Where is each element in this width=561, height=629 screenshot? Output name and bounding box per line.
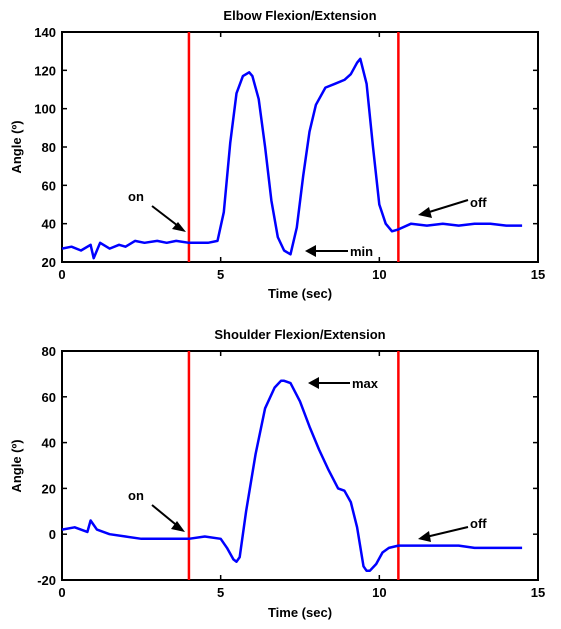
event-markers — [187, 351, 400, 580]
y-axis-ticks: 20 40 60 80 100 120 140 — [34, 25, 538, 270]
off-arrow-shaft — [425, 526, 469, 538]
y-axis-label: Angle (º) — [9, 439, 24, 492]
y-axis-ticks: -20 0 20 40 60 80 — [37, 344, 538, 588]
y-tick-label: 60 — [42, 390, 56, 405]
elbow-angle-line — [61, 57, 523, 260]
y-tick-label: 20 — [42, 255, 56, 270]
x-axis-ticks: 0 5 10 15 — [58, 32, 545, 282]
event-markers — [187, 32, 400, 262]
on-arrowhead — [171, 521, 185, 532]
plot-frame — [61, 350, 539, 581]
y-tick-label: 120 — [34, 63, 56, 78]
off-arrowhead — [418, 207, 432, 218]
y-tick-label: 80 — [42, 344, 56, 359]
chart-title: Elbow Flexion/Extension — [223, 8, 376, 23]
x-tick-label: 0 — [58, 585, 65, 600]
y-tick-label: 140 — [34, 25, 56, 40]
y-axis-label: Angle (º) — [9, 120, 24, 173]
x-tick-label: 5 — [217, 585, 224, 600]
x-tick-label: 0 — [58, 267, 65, 282]
x-tick-label: 10 — [372, 585, 386, 600]
x-tick-label: 15 — [531, 267, 545, 282]
max-annotation: max — [352, 376, 379, 391]
min-annotation: min — [350, 244, 373, 259]
y-tick-label: 0 — [49, 527, 56, 542]
shoulder-angle-line — [61, 379, 523, 573]
y-tick-label: 40 — [42, 217, 56, 232]
y-tick-label: 100 — [34, 102, 56, 117]
chart-title: Shoulder Flexion/Extension — [214, 327, 385, 342]
off-arrow-shaft — [425, 199, 469, 214]
y-tick-label: 60 — [42, 178, 56, 193]
min-arrowhead — [305, 245, 316, 257]
on-annotation: on — [128, 189, 144, 204]
on-annotation: on — [128, 488, 144, 503]
shoulder-chart: Shoulder Flexion/Extension -20020406080 … — [9, 327, 545, 620]
x-axis-ticks: 0 5 10 15 — [58, 351, 545, 600]
x-tick-label: 5 — [217, 267, 224, 282]
off-annotation: off — [470, 195, 487, 210]
max-arrowhead — [308, 377, 319, 389]
y-tick-label: -20 — [37, 573, 56, 588]
x-tick-label: 15 — [531, 585, 545, 600]
y-tick-label: 20 — [42, 481, 56, 496]
on-arrowhead — [172, 222, 186, 232]
x-axis-label: Time (sec) — [268, 286, 332, 301]
x-tick-label: 10 — [372, 267, 386, 282]
x-axis-label: Time (sec) — [268, 605, 332, 620]
plot-frame — [61, 31, 539, 263]
y-tick-label: 80 — [42, 140, 56, 155]
y-tick-label: 40 — [42, 436, 56, 451]
elbow-chart: Elbow Flexion/Extension 2040608010012014… — [9, 8, 545, 301]
off-arrowhead — [418, 531, 431, 542]
off-annotation: off — [470, 516, 487, 531]
